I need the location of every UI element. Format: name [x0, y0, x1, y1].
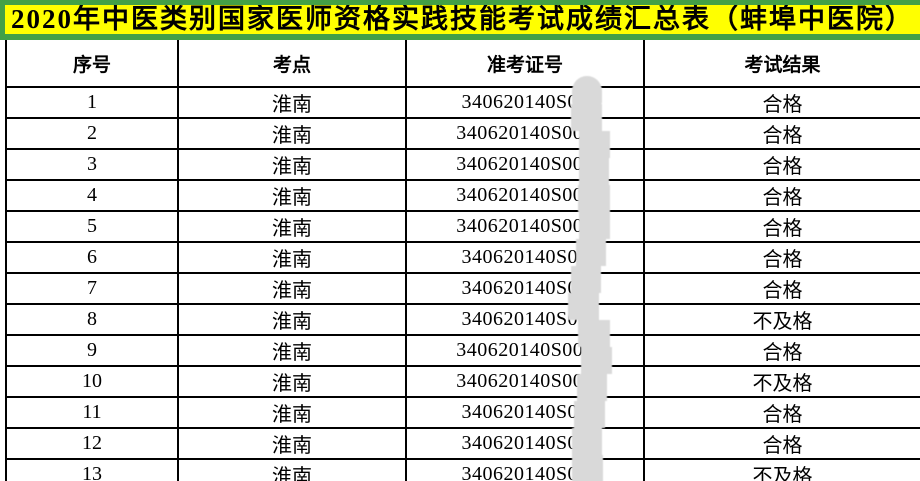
- ticket-cell: 340620140S00: [405, 86, 645, 119]
- serial-cell: 5: [5, 210, 179, 243]
- ticket-cell: 340620140S00: [405, 303, 645, 336]
- site-cell: 淮南: [177, 365, 407, 398]
- table-row: 12 淮南 340620140S00 合格: [5, 427, 920, 460]
- site-cell: 淮南: [177, 86, 407, 119]
- header-cell-site: 考点: [177, 40, 407, 88]
- site-cell: 淮南: [177, 303, 407, 336]
- serial-cell: 7: [5, 272, 179, 305]
- table-row: 1 淮南 340620140S00 合格: [5, 86, 920, 119]
- result-cell: 合格: [643, 179, 920, 212]
- table-row: 8 淮南 340620140S00 不及格: [5, 303, 920, 336]
- serial-cell: 11: [5, 396, 179, 429]
- table-row: 10 淮南 340620140S001 不及格: [5, 365, 920, 398]
- ticket-cell: 340620140S00: [405, 396, 645, 429]
- result-cell: 不及格: [643, 458, 920, 481]
- ticket-cell: 340620140S001: [405, 365, 645, 398]
- table-row: 6 淮南 340620140S00 合格: [5, 241, 920, 274]
- header-cell-ticket: 准考证号: [405, 40, 645, 88]
- ticket-cell: 340620140S000: [405, 148, 645, 181]
- result-cell: 合格: [643, 210, 920, 243]
- serial-cell: 2: [5, 117, 179, 150]
- header-row: 序号 考点 准考证号 考试结果: [5, 40, 920, 88]
- page-title: 2020年中医类别国家医师资格实践技能考试成绩汇总表（蚌埠中医院）: [11, 4, 914, 34]
- table-row: 3 淮南 340620140S000 合格: [5, 148, 920, 181]
- site-cell: 淮南: [177, 179, 407, 212]
- ticket-cell: 340620140S000: [405, 179, 645, 212]
- site-cell: 淮南: [177, 117, 407, 150]
- result-cell: 合格: [643, 241, 920, 274]
- result-cell: 不及格: [643, 303, 920, 336]
- ticket-cell: 340620140S00: [405, 241, 645, 274]
- serial-cell: 8: [5, 303, 179, 336]
- table-row: 4 淮南 340620140S000 合格: [5, 179, 920, 212]
- result-cell: 合格: [643, 396, 920, 429]
- site-cell: 淮南: [177, 241, 407, 274]
- ticket-cell: 340620140S00: [405, 272, 645, 305]
- site-cell: 淮南: [177, 458, 407, 481]
- site-cell: 淮南: [177, 210, 407, 243]
- site-cell: 淮南: [177, 272, 407, 305]
- table-row: 5 淮南 340620140S000 合格: [5, 210, 920, 243]
- serial-cell: 1: [5, 86, 179, 119]
- result-cell: 不及格: [643, 365, 920, 398]
- ticket-cell: 340620140S000: [405, 334, 645, 367]
- results-table: 序号 考点 准考证号 考试结果 1 淮南 340620140S00 合格 2 淮…: [5, 40, 920, 481]
- serial-cell: 6: [5, 241, 179, 274]
- ticket-cell: 340620140S000: [405, 210, 645, 243]
- header-cell-result: 考试结果: [643, 40, 920, 88]
- result-cell: 合格: [643, 272, 920, 305]
- site-cell: 淮南: [177, 427, 407, 460]
- ticket-cell: 340620140S00: [405, 427, 645, 460]
- serial-cell: 13: [5, 458, 179, 481]
- ticket-cell: 340620140S00: [405, 458, 645, 481]
- result-cell: 合格: [643, 334, 920, 367]
- serial-cell: 3: [5, 148, 179, 181]
- result-cell: 合格: [643, 148, 920, 181]
- table-row: 13 淮南 340620140S00 不及格: [5, 458, 920, 481]
- title-bar: 2020年中医类别国家医师资格实践技能考试成绩汇总表（蚌埠中医院）: [0, 0, 920, 40]
- table-row: 11 淮南 340620140S00 合格: [5, 396, 920, 429]
- site-cell: 淮南: [177, 148, 407, 181]
- table-row: 2 淮南 340620140S000 合格: [5, 117, 920, 150]
- serial-cell: 9: [5, 334, 179, 367]
- ticket-cell: 340620140S000: [405, 117, 645, 150]
- result-cell: 合格: [643, 117, 920, 150]
- header-cell-serial: 序号: [5, 40, 179, 88]
- site-cell: 淮南: [177, 396, 407, 429]
- site-cell: 淮南: [177, 334, 407, 367]
- serial-cell: 12: [5, 427, 179, 460]
- serial-cell: 10: [5, 365, 179, 398]
- table-row: 9 淮南 340620140S000 合格: [5, 334, 920, 367]
- serial-cell: 4: [5, 179, 179, 212]
- table-row: 7 淮南 340620140S00 合格: [5, 272, 920, 305]
- result-cell: 合格: [643, 427, 920, 460]
- results-table-body: 1 淮南 340620140S00 合格 2 淮南 340620140S000 …: [5, 86, 920, 481]
- result-cell: 合格: [643, 86, 920, 119]
